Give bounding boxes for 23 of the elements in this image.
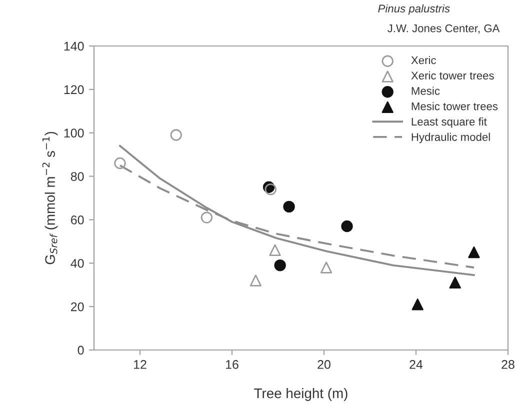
y-tick-label: 120	[64, 85, 84, 94]
y-tick-label: 0	[78, 346, 84, 355]
x-tick-label: 12	[134, 360, 146, 369]
x-tick-label: 16	[226, 360, 238, 369]
y-tick-label: 60	[71, 216, 84, 224]
y-tick-label: 140	[64, 42, 84, 51]
x-tick-label: 24	[410, 360, 423, 369]
text: Pinus palustris	[378, 4, 450, 15]
x-tick-label: 20	[318, 360, 330, 369]
y-tick-label: 80	[70, 172, 84, 181]
x-axis-title: Tree height (m)	[254, 388, 348, 401]
legend-label: Hydraulic model	[412, 132, 490, 144]
legend-label: Xeric tower trees	[411, 71, 494, 80]
y-axis-title: G$_{Sref}$ (mmol m$^{−2}$ s$^{−1}$)	[42, 132, 58, 264]
y-tick-label: 100	[64, 128, 84, 138]
legend-label: Least square fit	[412, 117, 487, 128]
legend-label: Xeric	[411, 56, 436, 64]
text: J.W. Jones Center, GA	[388, 24, 500, 34]
y-tick-label: 20	[71, 302, 84, 312]
legend-label: Mesic	[412, 86, 440, 95]
y-tick-label: 40	[70, 258, 84, 268]
legend-label: Mesic tower trees	[412, 102, 498, 110]
x-tick-label: 28	[502, 360, 514, 369]
